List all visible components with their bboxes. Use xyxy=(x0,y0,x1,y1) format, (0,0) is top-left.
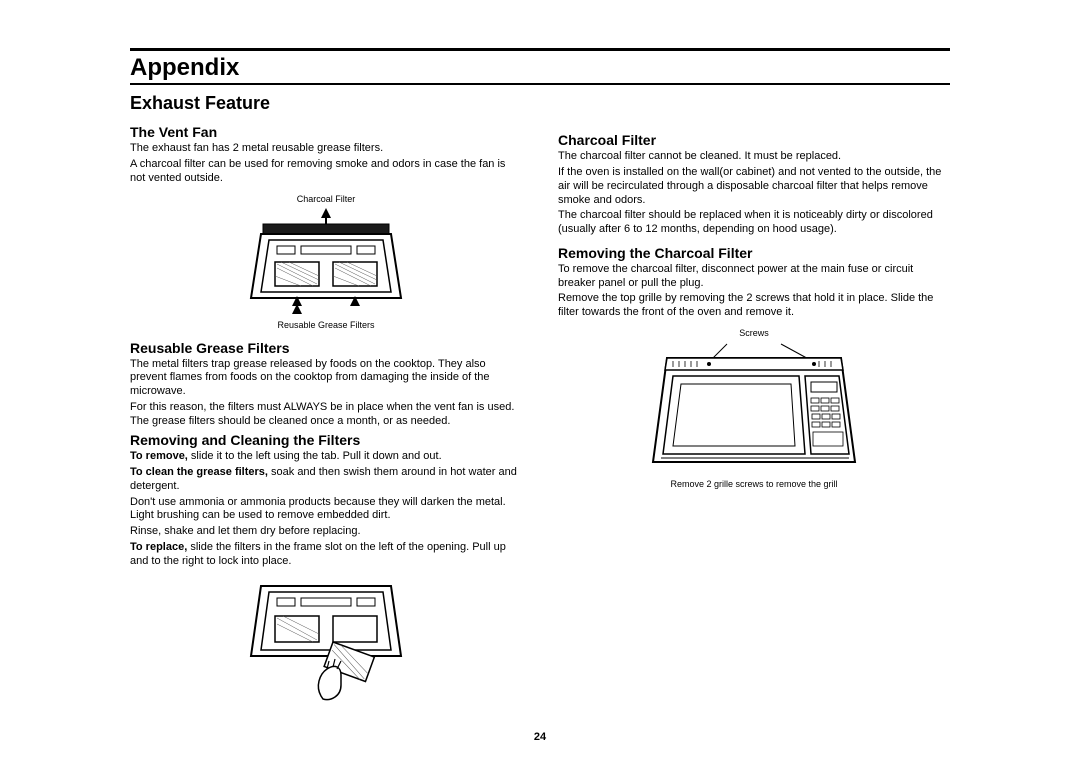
heading-vent-fan: The Vent Fan xyxy=(130,124,522,140)
para: The exhaust fan has 2 metal reusable gre… xyxy=(130,142,522,156)
text: slide it to the left using the tab. Pull… xyxy=(188,450,442,462)
para: Remove the top grille by removing the 2 … xyxy=(558,292,950,320)
para: For this reason, the filters must ALWAYS… xyxy=(130,401,522,429)
bold-label: To clean the grease filters, xyxy=(130,466,268,478)
figure-removing-filter xyxy=(130,576,522,706)
bold-label: To replace, xyxy=(130,541,187,553)
left-column: The Vent Fan The exhaust fan has 2 metal… xyxy=(130,120,522,716)
document-page: Appendix Exhaust Feature The Vent Fan Th… xyxy=(0,0,1080,736)
fig-caption: Reusable Grease Filters xyxy=(277,320,374,330)
two-column-layout: The Vent Fan The exhaust fan has 2 metal… xyxy=(130,120,950,716)
heading-removing-cleaning: Removing and Cleaning the Filters xyxy=(130,432,522,448)
para: To clean the grease filters, soak and th… xyxy=(130,466,522,494)
fig-caption: Charcoal Filter xyxy=(297,194,356,204)
microwave-front-icon xyxy=(649,340,859,475)
figure-vent-fan: Charcoal Filter xyxy=(130,194,522,330)
para: Rinse, shake and let them dry before rep… xyxy=(130,525,522,539)
para: To replace, slide the filters in the fra… xyxy=(130,541,522,569)
para: If the oven is installed on the wall(or … xyxy=(558,166,950,207)
heading-charcoal-filter: Charcoal Filter xyxy=(558,132,950,148)
para: To remove, slide it to the left using th… xyxy=(130,450,522,464)
para: Don't use ammonia or ammonia products be… xyxy=(130,496,522,524)
text: slide the filters in the frame slot on t… xyxy=(130,541,506,567)
fig-caption: Remove 2 grille screws to remove the gri… xyxy=(670,479,837,489)
para: The charcoal filter should be replaced w… xyxy=(558,209,950,237)
para: The metal filters trap grease released b… xyxy=(130,358,522,399)
microwave-filter-removal-icon xyxy=(241,576,411,706)
figure-charcoal-removal: Screws xyxy=(558,328,950,489)
right-column: Charcoal Filter The charcoal filter cann… xyxy=(558,120,950,716)
title-underline xyxy=(130,83,950,85)
microwave-underside-icon xyxy=(241,206,411,316)
fig-caption: Screws xyxy=(739,328,769,338)
para: The charcoal filter cannot be cleaned. I… xyxy=(558,150,950,164)
bold-label: To remove, xyxy=(130,450,188,462)
top-rule xyxy=(130,48,950,51)
page-title: Appendix xyxy=(130,55,950,81)
para: To remove the charcoal filter, disconnec… xyxy=(558,263,950,291)
heading-removing-charcoal: Removing the Charcoal Filter xyxy=(558,245,950,261)
para: A charcoal filter can be used for removi… xyxy=(130,158,522,186)
heading-reusable-filters: Reusable Grease Filters xyxy=(130,340,522,356)
section-heading: Exhaust Feature xyxy=(130,93,950,114)
page-number: 24 xyxy=(0,731,1080,743)
